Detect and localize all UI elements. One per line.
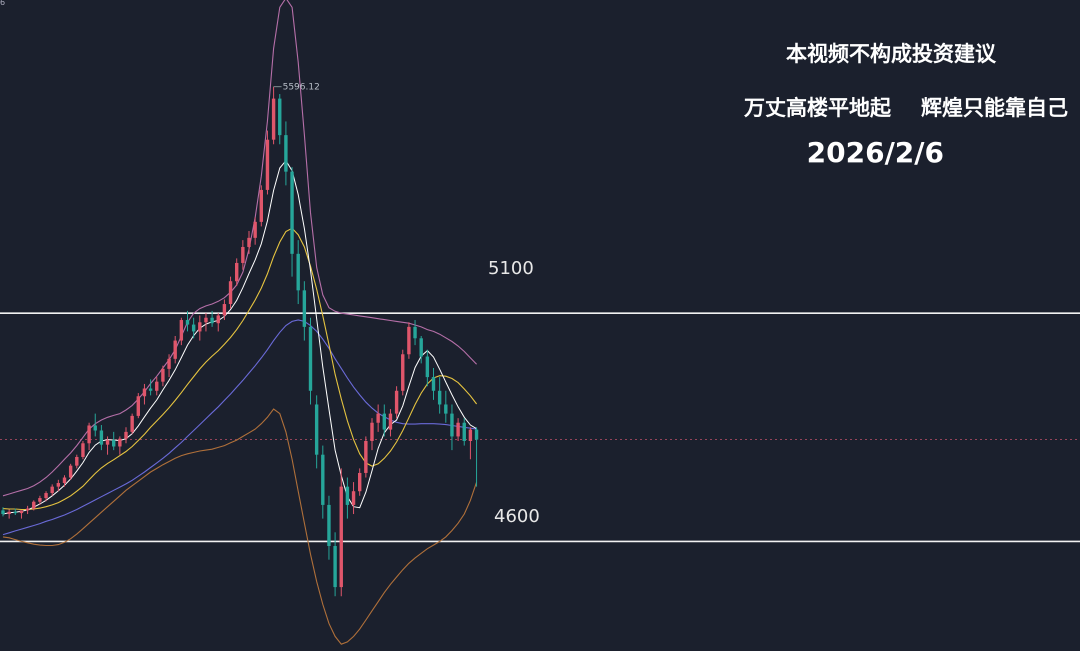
candle-body [99,430,104,445]
ma-short-line [2,159,477,515]
candle-body [271,98,276,140]
candle-body [142,388,147,397]
bollinger-bands [2,0,478,645]
motto: 万丈高楼平地起 辉煌只能靠自己 [744,92,1068,122]
candle-body [241,246,245,263]
candle-body [148,388,153,391]
candle-body [38,498,42,502]
candle-body [222,304,227,316]
date-label: 2026/2/6 [806,136,944,169]
candle-body [401,354,405,391]
candle-body [68,465,73,478]
candle-body [167,358,171,369]
candle-body [419,338,423,357]
candle-body [13,511,17,514]
candle-body [44,493,48,499]
candle-body [179,320,184,341]
candle-body [437,390,442,405]
candle-body [278,98,282,136]
candle-body [247,237,251,247]
candle-body [333,546,337,588]
ma-mid-line [2,227,478,511]
band-lower-line [2,408,478,645]
candle-body [358,472,362,492]
candle-body [50,486,54,494]
level-label-5100: 5100 [488,258,534,279]
candle-body [351,491,356,505]
candle-body [130,415,134,432]
candle-body [364,441,368,473]
candle-body [265,139,270,190]
candle-body [370,422,374,441]
candle-body [62,477,67,483]
candle-body [394,390,399,414]
high-price-label: 5596.12 [283,83,320,93]
candle-body [56,483,61,487]
candles [1,86,479,597]
candle-body [253,221,257,238]
candle-body [198,322,202,332]
candle-body [235,262,239,282]
candle-body [124,431,128,439]
candle-body [413,326,417,339]
candle-body [474,429,479,440]
candle-body [105,440,110,445]
moving-averages [2,159,478,536]
motto-left: 万丈高楼平地起 [744,96,891,120]
candle-body [32,501,36,509]
candle-body [112,440,116,447]
candle-body [382,413,386,430]
candle-body [339,486,343,588]
candle-body [19,510,24,514]
candle-body [191,324,196,332]
candle-body [308,326,313,391]
disclaimer-text: 本视频不构成投资建议 [786,42,996,66]
candle-body [25,508,30,511]
candle-body [388,413,393,430]
candle-body [444,404,448,414]
candle-body [302,290,307,327]
candle-body [81,443,85,457]
candle-body [204,317,208,323]
corner-label: 6 [0,0,6,7]
candle-body [321,454,325,505]
candle-body [407,326,411,355]
candle-body [216,315,220,324]
motto-right: 辉煌只能靠自己 [921,96,1068,120]
candle-body [425,356,430,378]
candle-body [376,413,380,423]
candle-body [450,413,454,437]
candle-body [1,510,5,515]
candle-body [7,511,11,515]
ma-long-line [2,319,477,536]
candle-body [136,396,140,416]
candle-body [456,422,460,437]
candle-body [75,456,79,466]
candle-body [228,281,233,305]
candle-body [173,340,177,359]
candle-body [155,381,159,391]
candle-body [327,504,331,546]
candle-body [161,368,165,382]
candle-body [290,171,294,254]
candle-body [259,189,263,222]
candle-body [431,377,436,391]
support-resistance-lines [0,312,1080,543]
candle-body [462,422,466,441]
chart-annotations: 5596.12 [273,83,320,93]
candle-body [118,438,122,447]
candle-body [284,135,288,172]
level-label-4600: 4600 [494,506,540,527]
candle-body [345,486,350,505]
candle-body [87,425,91,444]
candle-body [468,429,473,441]
candle-body [210,317,214,324]
candle-body [296,253,300,291]
candle-body [185,320,190,325]
candle-body [314,404,319,455]
band-upper-line [2,0,477,497]
candle-body [93,425,97,431]
